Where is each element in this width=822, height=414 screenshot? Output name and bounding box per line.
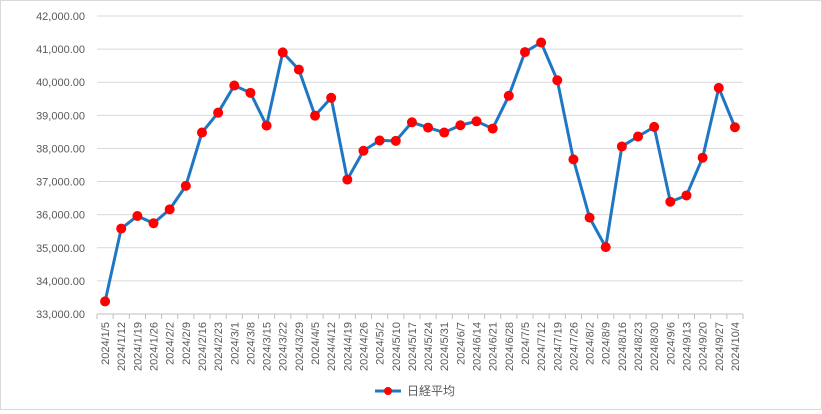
- x-tick-label: 2024/1/19: [132, 322, 144, 371]
- x-tick-label: 2024/2/9: [181, 322, 193, 365]
- data-point: [503, 90, 514, 101]
- data-point: [390, 135, 401, 146]
- data-point: [180, 180, 191, 191]
- data-point: [697, 152, 708, 163]
- data-point: [616, 141, 627, 152]
- x-tick-label: 2024/9/13: [681, 322, 693, 371]
- x-tick-label: 2024/2/16: [197, 322, 209, 371]
- data-point: [439, 127, 450, 138]
- x-tick-label: 2024/9/20: [698, 322, 710, 371]
- data-point: [374, 135, 385, 146]
- data-point: [245, 87, 256, 98]
- data-point: [164, 204, 175, 215]
- y-tick-label: 41,000.00: [36, 44, 85, 56]
- data-point: [471, 116, 482, 127]
- x-tick-label: 2024/2/23: [213, 322, 225, 371]
- x-tick-label: 2024/1/12: [116, 322, 128, 371]
- data-point: [519, 47, 530, 58]
- x-tick-label: 2024/5/24: [423, 322, 435, 371]
- x-tick-label: 2024/3/8: [245, 322, 257, 365]
- x-tick-label: 2024/2/2: [165, 322, 177, 365]
- x-tick-label: 2024/3/15: [262, 322, 274, 371]
- data-point: [536, 37, 547, 48]
- x-tick-label: 2024/3/22: [278, 322, 290, 371]
- data-point: [213, 107, 224, 118]
- data-point: [100, 296, 111, 307]
- data-point: [568, 154, 579, 165]
- x-tick-label: 2024/5/2: [375, 322, 387, 365]
- x-tick-label: 2024/3/29: [294, 322, 306, 371]
- data-point: [406, 117, 417, 128]
- x-tick-label: 2024/8/30: [649, 322, 661, 371]
- data-point: [681, 190, 692, 201]
- y-tick-label: 36,000.00: [36, 210, 85, 222]
- x-tick-label: 2024/1/26: [149, 322, 161, 371]
- data-point: [358, 145, 369, 156]
- legend-label: 日経平均: [407, 384, 455, 398]
- x-tick-label: 2024/10/4: [730, 322, 742, 371]
- data-point: [423, 122, 434, 133]
- data-point: [326, 92, 337, 103]
- y-tick-label: 35,000.00: [36, 243, 85, 255]
- x-tick-label: 2024/7/26: [568, 322, 580, 371]
- data-point: [552, 75, 563, 86]
- data-point: [342, 174, 353, 185]
- data-point: [116, 223, 127, 234]
- x-tick-label: 2024/4/26: [358, 322, 370, 371]
- legend-marker-swatch: [384, 387, 392, 395]
- y-tick-label: 39,000.00: [36, 110, 85, 122]
- x-tick-label: 2024/4/19: [342, 322, 354, 371]
- x-tick-label: 2024/8/9: [601, 322, 613, 365]
- x-tick-label: 2024/8/2: [585, 322, 597, 365]
- data-point: [600, 242, 611, 253]
- data-point: [649, 121, 660, 132]
- data-point: [487, 123, 498, 134]
- data-point: [261, 120, 272, 131]
- x-tick-label: 2024/5/17: [407, 322, 419, 371]
- data-point: [277, 47, 288, 58]
- x-tick-label: 2024/5/31: [439, 322, 451, 371]
- x-tick-label: 2024/9/27: [714, 322, 726, 371]
- x-tick-label: 2024/4/12: [326, 322, 338, 371]
- x-tick-label: 2024/3/1: [229, 322, 241, 365]
- x-tick-label: 2024/6/7: [455, 322, 467, 365]
- x-tick-label: 2024/7/19: [552, 322, 564, 371]
- data-point: [229, 80, 240, 91]
- data-point: [293, 64, 304, 75]
- x-tick-label: 2024/9/6: [665, 322, 677, 365]
- x-tick-label: 2024/4/5: [310, 322, 322, 365]
- data-point: [633, 131, 644, 142]
- data-point: [310, 110, 321, 121]
- y-tick-label: 33,000.00: [36, 309, 85, 321]
- data-point: [455, 120, 466, 131]
- data-point: [729, 122, 740, 133]
- data-point: [132, 210, 143, 221]
- x-tick-label: 2024/1/5: [100, 322, 112, 365]
- data-point: [713, 82, 724, 93]
- x-tick-label: 2024/6/21: [488, 322, 500, 371]
- y-tick-label: 34,000.00: [36, 276, 85, 288]
- y-tick-label: 37,000.00: [36, 177, 85, 189]
- x-tick-label: 2024/7/5: [520, 322, 532, 365]
- x-tick-label: 2024/5/10: [391, 322, 403, 371]
- x-tick-label: 2024/8/23: [633, 322, 645, 371]
- data-point: [665, 196, 676, 207]
- x-tick-label: 2024/7/12: [536, 322, 548, 371]
- data-point: [196, 127, 207, 138]
- series-line: [103, 40, 737, 302]
- data-point: [584, 212, 595, 223]
- x-tick-label: 2024/6/14: [472, 322, 484, 371]
- y-tick-label: 38,000.00: [36, 143, 85, 155]
- x-tick-label: 2024/6/28: [504, 322, 516, 371]
- y-tick-label: 40,000.00: [36, 77, 85, 89]
- y-tick-label: 42,000.00: [36, 11, 85, 23]
- x-tick-label: 2024/8/16: [617, 322, 629, 371]
- data-point: [148, 218, 159, 229]
